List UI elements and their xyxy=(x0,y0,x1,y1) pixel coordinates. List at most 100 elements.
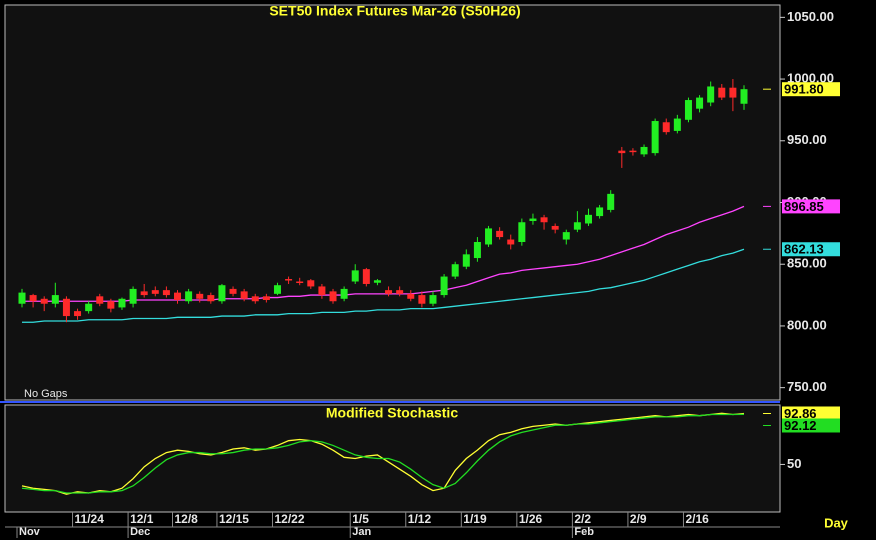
candle-body xyxy=(640,146,648,155)
candle-body xyxy=(296,281,304,283)
last-value-box xyxy=(782,242,840,257)
y-tick-label: 50 xyxy=(787,456,801,471)
candle-body xyxy=(229,288,237,294)
candle-body xyxy=(740,89,748,104)
candle-body xyxy=(174,292,182,301)
candle-body xyxy=(540,217,548,223)
candle-body xyxy=(440,276,448,296)
candle-body xyxy=(485,228,493,245)
candle-body xyxy=(507,239,515,245)
candle-body xyxy=(473,242,481,259)
candle-body xyxy=(418,295,426,304)
candle-body xyxy=(385,290,393,294)
candle-body xyxy=(262,296,270,301)
candle-body xyxy=(662,122,670,133)
month-label: Jan xyxy=(352,526,371,538)
x-tick-label: 12/15 xyxy=(219,512,249,526)
candle-body xyxy=(62,298,70,317)
candle-body xyxy=(162,290,170,296)
x-tick-label: 2/16 xyxy=(685,512,709,526)
candle-body xyxy=(107,301,115,309)
candle-body xyxy=(451,264,459,277)
candle-body xyxy=(518,222,526,242)
candle-body xyxy=(85,303,93,312)
last-value-box xyxy=(782,418,840,433)
x-tick-label: 1/12 xyxy=(408,512,432,526)
candle-body xyxy=(629,150,637,153)
candle-body xyxy=(596,207,604,217)
x-tick-label: 1/5 xyxy=(352,512,369,526)
last-value-label: 862.13 xyxy=(784,242,824,257)
candle-body xyxy=(718,87,726,98)
month-label: Nov xyxy=(19,526,41,538)
candle-body xyxy=(407,293,415,299)
y-tick-label: 1050.00 xyxy=(787,9,834,24)
last-value-box xyxy=(782,82,840,97)
x-tick-label: 12/8 xyxy=(175,512,199,526)
last-value-label: 92.12 xyxy=(784,418,817,433)
candle-body xyxy=(673,118,681,131)
x-tick-label: 1/19 xyxy=(463,512,487,526)
month-label: Feb xyxy=(574,526,594,538)
candle-body xyxy=(396,290,404,294)
candle-body xyxy=(351,270,359,282)
last-value-box xyxy=(782,406,840,421)
indicator-line xyxy=(22,248,745,323)
candle-body xyxy=(273,285,281,294)
candle-body xyxy=(684,100,692,120)
candle-body xyxy=(207,295,215,302)
candle-body xyxy=(140,291,148,296)
candle-body xyxy=(696,97,704,109)
x-tick-label: 12/1 xyxy=(130,512,154,526)
y-tick-label: 1000.00 xyxy=(787,71,834,86)
x-tick-label: 1/26 xyxy=(519,512,543,526)
candle-body xyxy=(18,292,26,304)
last-value-box xyxy=(782,199,840,214)
x-tick-label: 2/9 xyxy=(630,512,647,526)
y-tick-label: 750.00 xyxy=(787,379,827,394)
candle-body xyxy=(251,296,259,302)
candle-body xyxy=(340,288,348,299)
chart-title: SET50 Index Futures Mar-26 (S50H26) xyxy=(269,3,520,19)
month-label: Dec xyxy=(130,526,150,538)
candle-body xyxy=(573,222,581,230)
last-value-label: 896.85 xyxy=(784,199,824,214)
note: No Gaps xyxy=(24,388,68,400)
candle-body xyxy=(496,230,504,238)
candle-body xyxy=(240,291,248,299)
stochastic-panel xyxy=(4,404,781,513)
candle-body xyxy=(285,279,293,281)
candle-body xyxy=(562,232,570,240)
candle-body xyxy=(362,269,370,284)
candle-body xyxy=(151,290,159,294)
candle-body xyxy=(729,87,737,98)
last-value-label: 92.86 xyxy=(784,406,817,421)
y-tick-label: 950.00 xyxy=(787,132,827,147)
indicator-line xyxy=(22,205,745,302)
candle-body xyxy=(218,285,226,302)
candle-body xyxy=(429,295,437,304)
candle-body xyxy=(118,298,126,308)
indicator-line xyxy=(21,413,745,494)
candle-body xyxy=(651,121,659,154)
price-panel xyxy=(4,4,781,401)
candle-body xyxy=(307,280,315,287)
candle-body xyxy=(196,293,204,299)
y-tick-label: 850.00 xyxy=(787,256,827,271)
last-value-label: 991.80 xyxy=(784,82,824,97)
x-tick-label: 2/2 xyxy=(574,512,591,526)
x-tick-label: 12/22 xyxy=(274,512,304,526)
x-axis-label: Day xyxy=(824,515,849,530)
candle-body xyxy=(584,214,592,224)
candle-body xyxy=(607,193,615,210)
x-tick-label: 11/24 xyxy=(75,512,105,526)
candle-body xyxy=(373,280,381,283)
candle-body xyxy=(96,296,104,304)
candle-body xyxy=(129,288,137,304)
candle-body xyxy=(462,254,470,267)
candle-body xyxy=(318,286,326,296)
candle-body xyxy=(707,86,715,103)
candle-body xyxy=(40,298,48,304)
candle-body xyxy=(618,150,626,154)
